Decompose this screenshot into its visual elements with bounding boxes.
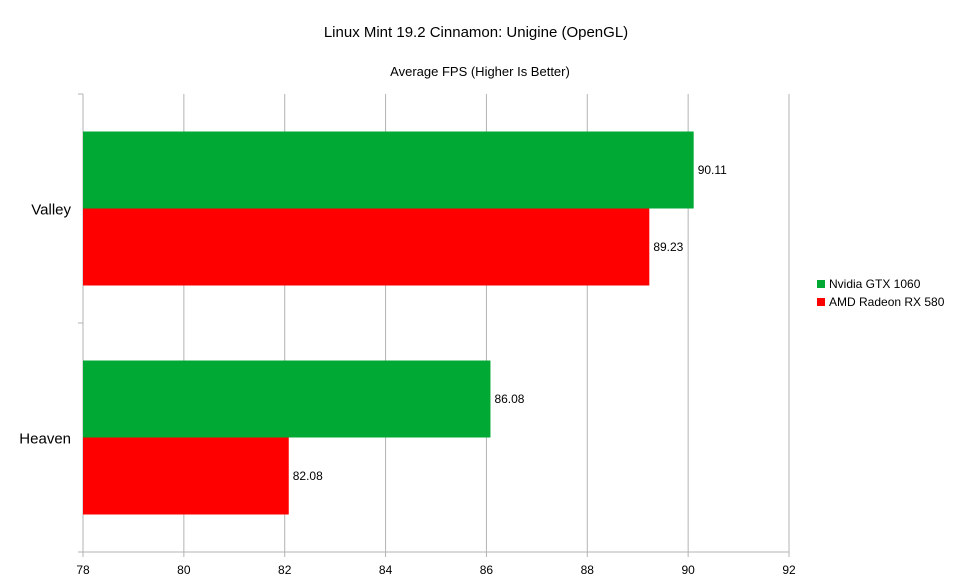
legend-label: Nvidia GTX 1060: [829, 277, 921, 291]
legend-label: AMD Radeon RX 580: [829, 295, 945, 309]
data-label: 86.08: [494, 392, 524, 406]
category-label: Heaven: [19, 431, 71, 448]
category-label: Valley: [31, 202, 71, 219]
x-tick-label: 88: [581, 563, 595, 577]
x-tick-label: 90: [681, 563, 695, 577]
bar: [83, 437, 289, 515]
x-tick-label: 92: [782, 563, 796, 577]
data-label: 90.11: [698, 163, 727, 177]
chart-title: Linux Mint 19.2 Cinnamon: Unigine (OpenG…: [324, 24, 628, 41]
bar: [83, 131, 694, 209]
bar: [83, 208, 650, 286]
x-tick-label: 86: [480, 563, 494, 577]
x-tick-label: 82: [278, 563, 292, 577]
chart-subtitle: Average FPS (Higher Is Better): [390, 64, 570, 79]
x-tick-label: 84: [379, 563, 393, 577]
x-tick-label: 80: [177, 563, 191, 577]
data-label: 89.23: [653, 240, 683, 254]
x-tick-label: 78: [76, 563, 90, 577]
legend-swatch: [817, 298, 825, 306]
data-label: 82.08: [293, 469, 323, 483]
bar: [83, 360, 491, 438]
legend-swatch: [817, 280, 825, 288]
